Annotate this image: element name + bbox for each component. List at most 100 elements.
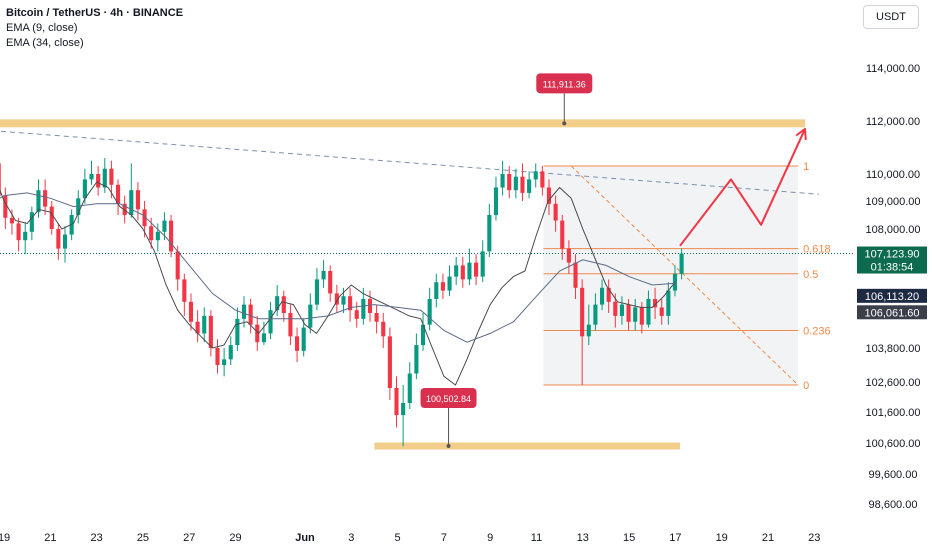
time-tick-label: 7 <box>441 532 447 544</box>
candle-body <box>202 315 207 334</box>
time-tick-label: 17 <box>669 532 681 544</box>
candle-body <box>606 287 611 302</box>
candle-body <box>427 299 432 325</box>
candle-body <box>500 174 505 188</box>
candle-body <box>493 187 499 215</box>
candle-body <box>546 187 552 204</box>
candle-body <box>633 307 638 322</box>
candle-body <box>626 304 631 322</box>
candle-body <box>354 310 359 319</box>
candle-body <box>9 217 15 224</box>
price-tick-label: 98,600.00 <box>869 499 918 511</box>
candle-body <box>533 171 538 180</box>
price-tick-label: 102,600.00 <box>865 377 920 389</box>
candle-body <box>639 307 644 325</box>
candle-body <box>580 287 585 337</box>
support-zone <box>374 442 681 450</box>
candle-body <box>109 168 114 185</box>
candle-body <box>440 282 445 291</box>
symbol-title[interactable]: Bitcoin / TetherUS · 4h · BINANCE <box>6 7 184 19</box>
candle-body <box>3 195 8 218</box>
trendline-layer <box>0 130 855 255</box>
projection-path <box>679 128 806 247</box>
fib-trend-line <box>570 165 799 386</box>
candle-body <box>169 220 174 252</box>
time-tick-label: 19 <box>716 532 728 544</box>
projection-layer <box>679 127 807 247</box>
candle-body <box>308 304 313 328</box>
candle-body <box>62 234 68 249</box>
candle-body <box>235 318 240 346</box>
ema-fast-legend[interactable]: EMA (9, close) <box>6 22 78 34</box>
candle-body <box>215 348 220 365</box>
candle-body <box>474 262 479 277</box>
projection-arrowhead <box>795 127 807 140</box>
time-axis: 19 21 23 25 27 29 Jun 3 5 7 9 11 13 15 17 19 21 23 <box>0 532 820 544</box>
ema-fast-price-tag-text: 106,113.20 <box>865 291 919 303</box>
chart-legend: Bitcoin / TetherUS · 4h · BINANCE EMA (9… <box>6 6 183 51</box>
time-tick-label: 19 <box>0 532 10 544</box>
callout-box <box>420 388 477 409</box>
candle-body <box>288 313 293 337</box>
candle-body <box>401 403 406 416</box>
candle-body <box>281 296 286 313</box>
time-tick-label: 9 <box>487 532 493 544</box>
candle-body <box>294 336 300 351</box>
candle-body <box>520 176 525 193</box>
candle-body <box>228 345 233 360</box>
candle-body <box>613 301 618 316</box>
candle-body <box>467 262 472 280</box>
ema-slow-line <box>0 192 676 343</box>
time-tick-label: Jun <box>295 532 315 544</box>
candle-body <box>513 176 518 191</box>
candle-body <box>135 190 140 210</box>
candle-body <box>122 203 127 215</box>
candle-body <box>679 253 684 274</box>
time-tick-label: 13 <box>577 532 589 544</box>
ema-slow-legend[interactable]: EMA (34, close) <box>6 37 84 49</box>
candle-body <box>16 223 21 241</box>
candle-body <box>381 321 386 337</box>
candle-body <box>248 304 253 325</box>
candle-body <box>507 174 512 191</box>
candle-body <box>43 190 48 207</box>
candle-body <box>341 296 346 305</box>
candle-body <box>414 345 419 374</box>
candle-body <box>420 324 426 346</box>
ema-slow-price-tag <box>857 305 927 320</box>
fib-level-label: 0.5 <box>803 269 818 281</box>
fib-level-label: 1 <box>803 161 809 173</box>
fibonacci-layer: 1 0.618 0.5 0.236 0 <box>543 161 831 392</box>
price-tick-label: 101,600.00 <box>865 407 920 419</box>
candle-body <box>407 373 412 403</box>
candle-body <box>553 203 558 221</box>
candle-body <box>23 231 28 241</box>
candle-body <box>149 226 154 241</box>
candle-body <box>49 206 54 229</box>
price-tick-label: 109,000.00 <box>865 196 920 208</box>
candle-body <box>89 174 94 180</box>
time-tick-label: 23 <box>808 532 820 544</box>
time-tick-label: 25 <box>137 532 149 544</box>
currency-button[interactable]: USDT <box>863 5 919 29</box>
candle-body <box>348 296 353 311</box>
callout-price-label: 100,502.84 <box>426 394 471 404</box>
candle-body <box>334 293 339 305</box>
fib-area <box>543 166 799 385</box>
candle-body <box>666 290 671 316</box>
candle-body <box>222 359 227 365</box>
candle-body <box>162 220 167 232</box>
price-tick-label: 100,600.00 <box>865 438 920 450</box>
fib-level-label: 0.618 <box>803 244 831 256</box>
ema-fast-line <box>0 181 676 386</box>
callout-box <box>536 73 593 94</box>
callout-anchor <box>446 444 451 449</box>
candle-body <box>102 168 107 188</box>
resistance-zone <box>0 119 806 128</box>
zones-layer <box>0 119 806 450</box>
time-tick-label: 3 <box>348 532 354 544</box>
fib-level-label: 0 <box>803 380 809 392</box>
candle-body <box>460 265 465 280</box>
candle-body <box>434 282 439 299</box>
